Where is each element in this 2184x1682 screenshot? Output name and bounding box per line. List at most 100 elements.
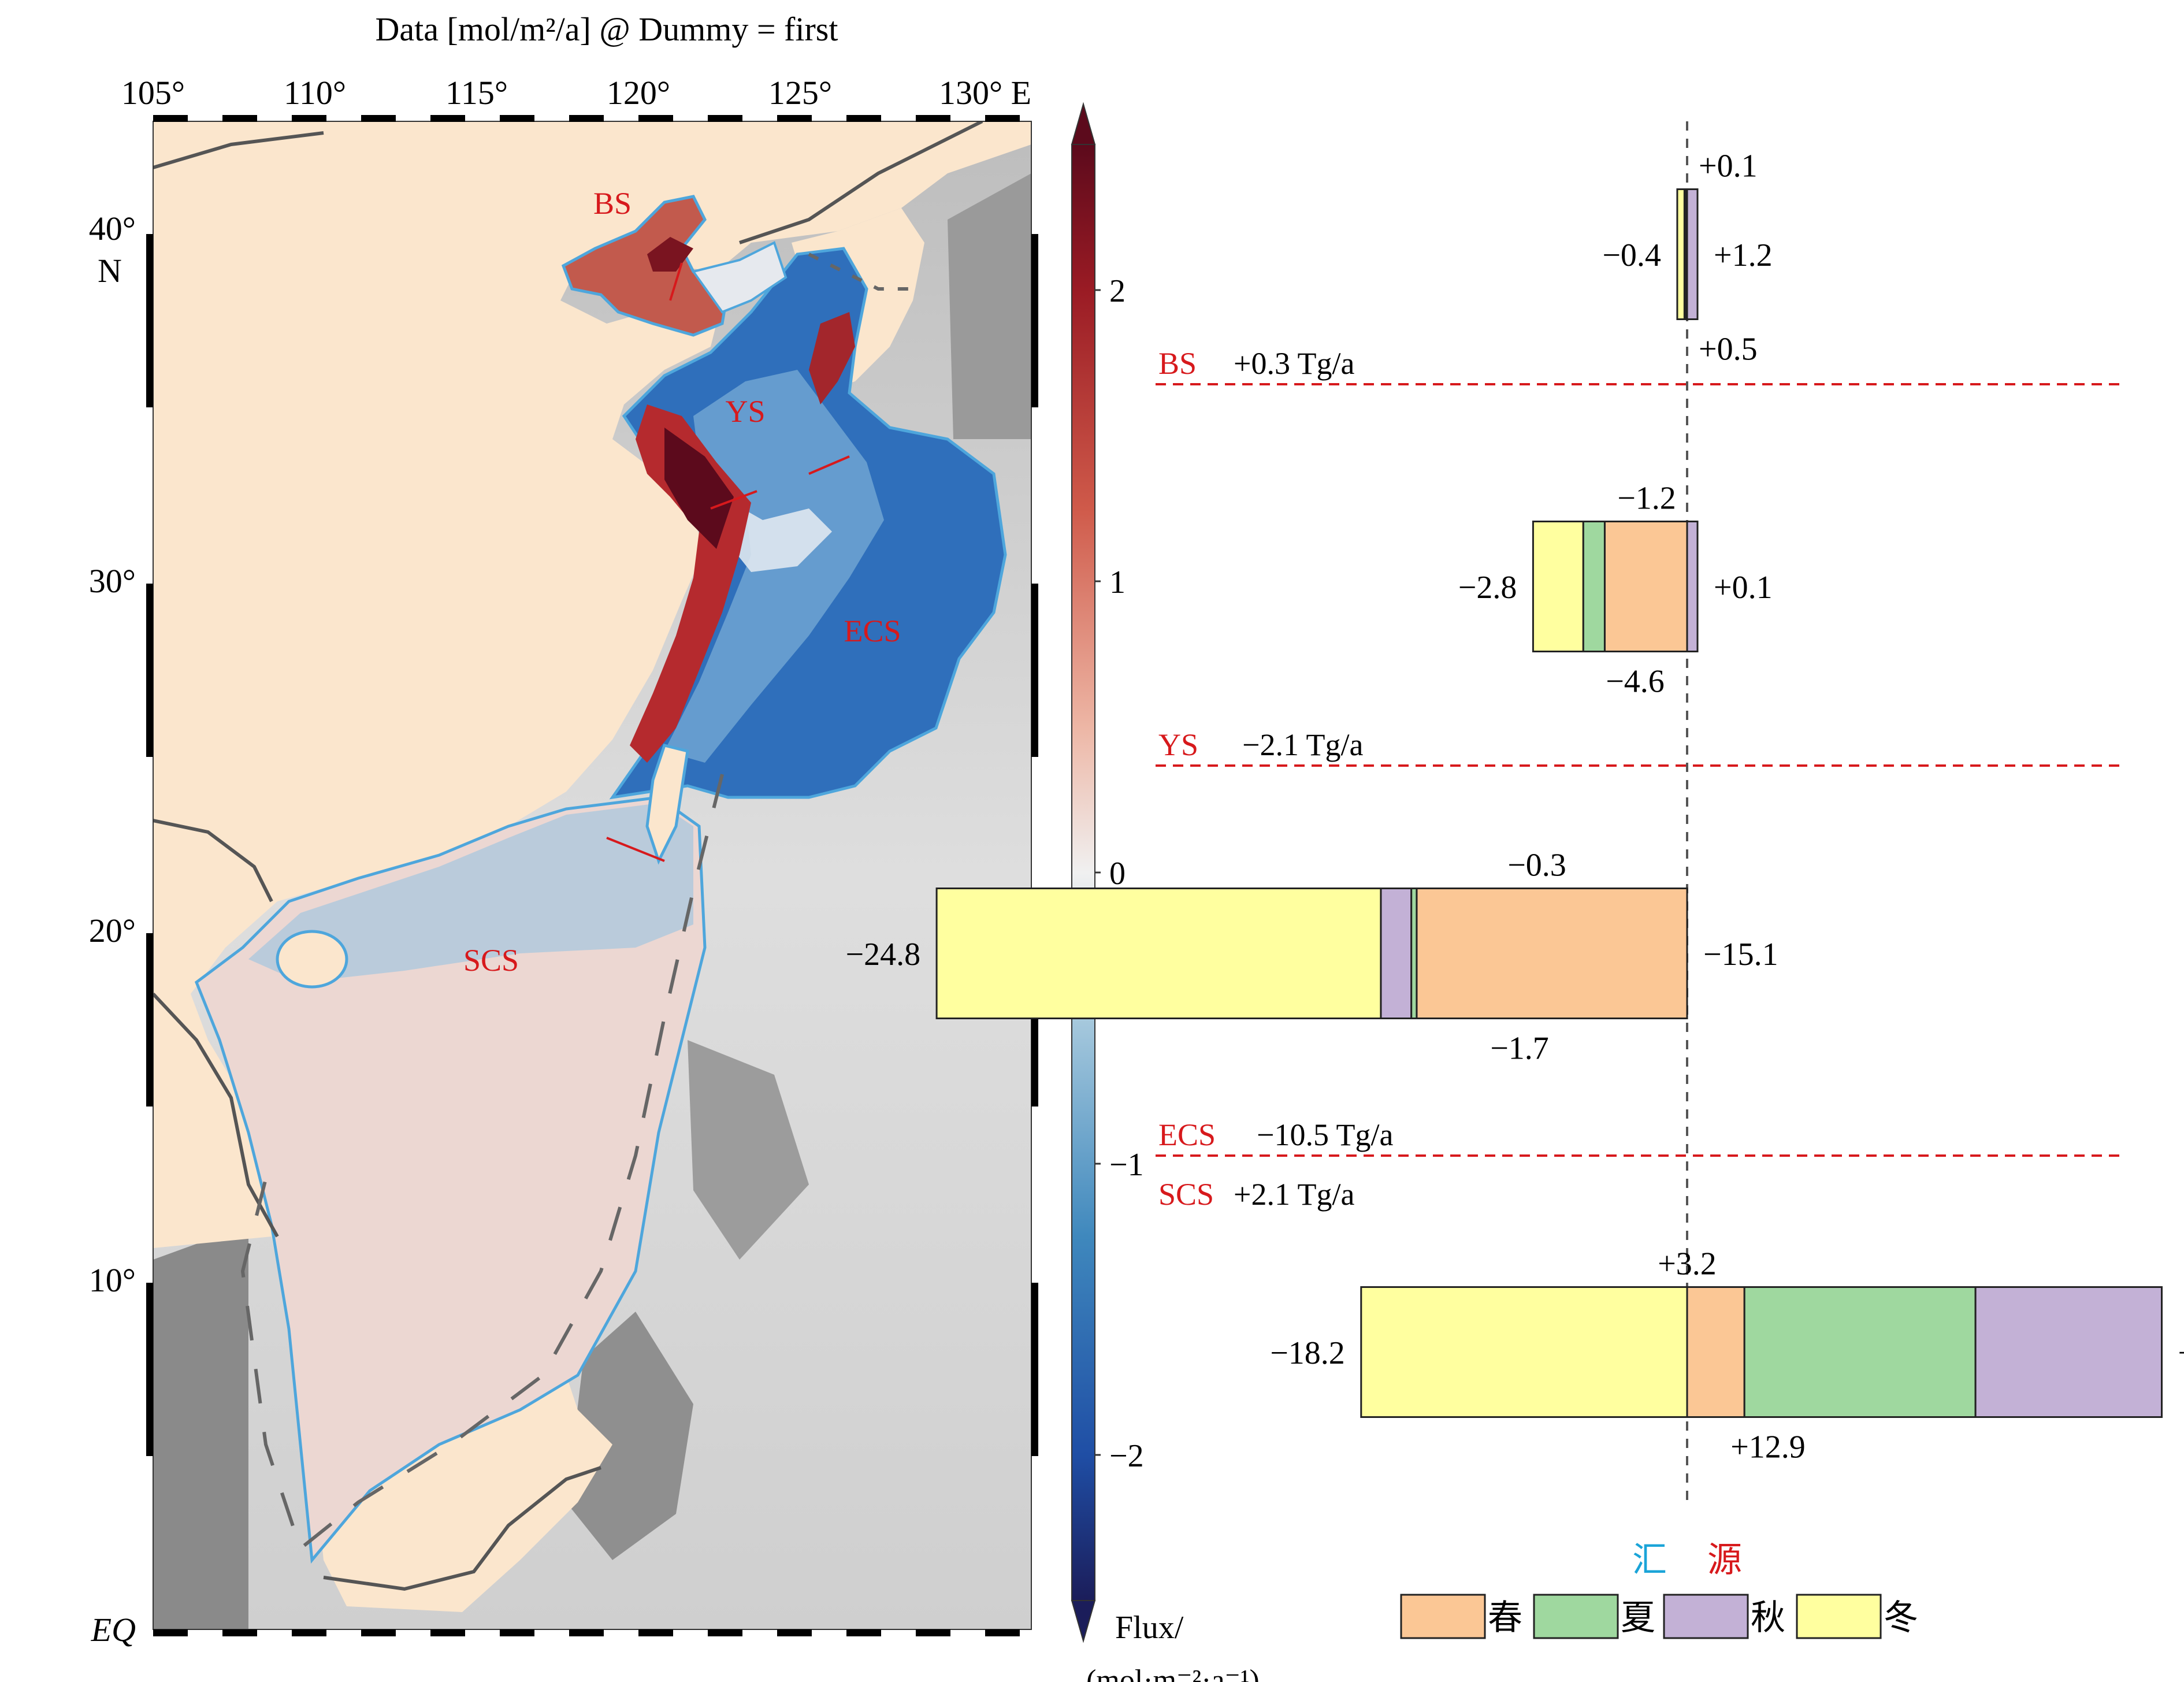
- lat-tick-label: 20°: [89, 912, 136, 949]
- bar-segment-summer: [1743, 1286, 1977, 1418]
- lon-tick-label: 105°: [121, 74, 185, 112]
- lon-tick-label: 130° E: [939, 74, 1031, 112]
- lat-tick-label: 40°: [89, 210, 136, 247]
- colorbar-tick-label: 0: [1109, 856, 1126, 892]
- bar-segment-autumn: [1974, 1286, 2163, 1418]
- bar-label-top: +3.2: [1658, 1246, 1717, 1282]
- bar-label-left: −0.4: [1602, 237, 1661, 273]
- separator-region: BS: [1158, 346, 1197, 381]
- colorbar-label: Flux/: [1115, 1610, 1184, 1646]
- bar-label-left: −24.8: [846, 937, 921, 972]
- colorbar-tick-label: 2: [1109, 273, 1126, 309]
- region-label-ys: YS: [725, 394, 765, 429]
- colorbar-top-extend: [1071, 102, 1096, 145]
- bohai-east: [691, 241, 788, 314]
- bar-label-top: +0.1: [1699, 148, 1758, 184]
- bar-label-right: +0.1: [1714, 570, 1773, 606]
- bar-label-right: −15.1: [1703, 937, 1778, 972]
- source-label: 源: [1707, 1541, 1742, 1579]
- ys-ecs-line: [808, 455, 850, 475]
- lon-tick-label: 120°: [607, 74, 670, 112]
- colorbar-tick-label: −2: [1109, 1438, 1144, 1474]
- colorbar-ticks: 2 1 0 −1 −2: [1095, 273, 1144, 1474]
- legend-swatch-autumn: [1663, 1594, 1749, 1639]
- hainan-island: [276, 930, 348, 989]
- dashed-boundary: [808, 253, 913, 291]
- separator-total: +2.1 Tg/a: [1234, 1177, 1354, 1212]
- bar-group-ecs: −24.8 −15.1 −0.3 −1.7: [846, 848, 1778, 1067]
- bar-group-scs: −18.2 +10.4 +3.2 +12.9: [1270, 1246, 2184, 1465]
- region-label-scs: SCS: [463, 943, 519, 978]
- legend-label-summer: 夏: [1621, 1599, 1655, 1637]
- region-separators: BS +0.3 Tg/a YS −2.1 Tg/a ECS −10.5 Tg/a SCS +2…: [1156, 346, 2126, 1212]
- separator-total: −10.5 Tg/a: [1257, 1117, 1393, 1152]
- legend-label-winter: 冬: [1884, 1599, 1918, 1637]
- legend-label-autumn: 秋: [1751, 1599, 1785, 1637]
- colorbar: 2 1 0 −1 −2 Flux/ (mol·m⁻²·a⁻¹): [1071, 102, 1260, 1682]
- seasonal-flux-bars: BS +0.3 Tg/a YS −2.1 Tg/a ECS −10.5 Tg/a SCS +2…: [846, 121, 2184, 1639]
- lon-tick-label: 115°: [445, 74, 508, 112]
- korea-west-source: [809, 312, 855, 404]
- country-border: [153, 992, 279, 1238]
- jiangsu-shoal-source: [664, 428, 734, 549]
- separator-region: ECS: [1158, 1117, 1216, 1152]
- bar-group-ys: −2.8 +0.1 −1.2 −4.6: [1458, 481, 1773, 700]
- legend-swatch-spring: [1400, 1594, 1486, 1639]
- country-border: [153, 819, 273, 903]
- latitude-ticks: 40° 30° 20° 10° EQ N: [89, 210, 136, 1648]
- bs-boundary-line: [669, 262, 683, 301]
- sink-label: 汇: [1632, 1541, 1667, 1579]
- colorbar-unit: (mol·m⁻²·a⁻¹): [1086, 1664, 1260, 1682]
- taiwan-strait-line: [606, 837, 665, 862]
- bar-group-bs: −0.4 +1.2 +0.1 +0.5: [1602, 148, 1772, 367]
- separator-total: −2.1 Tg/a: [1242, 727, 1363, 762]
- region-label-ecs: ECS: [844, 614, 901, 648]
- bar-label-right: +1.2: [1714, 237, 1773, 273]
- scs-ocean: [194, 796, 707, 1564]
- bar-label-bottom: +12.9: [1730, 1429, 1806, 1465]
- lat-tick-label: EQ: [91, 1611, 136, 1648]
- lat-tick-label: 30°: [89, 562, 136, 600]
- scs-north-band: [248, 803, 693, 982]
- lat-tick-label: 10°: [89, 1261, 136, 1299]
- taiwan-island: [645, 744, 689, 865]
- colorbar-bottom-extend: [1071, 1600, 1096, 1643]
- bar-segment-summer: [1582, 521, 1606, 652]
- borneo-land: [566, 1312, 693, 1560]
- map-title: Data [mol/m²/a] @ Dummy = first: [376, 10, 838, 48]
- colorbar-tick-label: 1: [1109, 565, 1126, 600]
- region-labels: BS YS ECS SCS: [463, 186, 901, 978]
- bar-segment-spring: [1416, 888, 1688, 1019]
- bar-segment-spring: [1603, 521, 1688, 652]
- flux-map: [153, 121, 1031, 1629]
- lon-tick-label: 125°: [768, 74, 832, 112]
- japan-land: [948, 173, 1031, 439]
- separator-region: YS: [1158, 727, 1198, 762]
- legend-label-spring: 春: [1488, 1599, 1522, 1637]
- separator-total: +0.3 Tg/a: [1234, 346, 1354, 381]
- bar-segment-winter: [1676, 188, 1685, 320]
- separator-region: SCS: [1158, 1177, 1214, 1212]
- country-border: [323, 1466, 601, 1591]
- lat-unit-label: N: [98, 252, 122, 289]
- bar-label-right: +10.4: [2178, 1335, 2184, 1371]
- bar-label-bottom: +0.5: [1699, 332, 1758, 367]
- bar-label-bottom: −4.6: [1606, 664, 1665, 700]
- season-legend: 春夏秋冬: [1400, 1594, 1918, 1639]
- lon-tick-label: 110°: [284, 74, 346, 112]
- bar-label-top: −1.2: [1617, 481, 1676, 517]
- bar-segment-autumn: [1686, 521, 1699, 652]
- colorbar-tick-label: −1: [1109, 1147, 1144, 1183]
- bar-label-bottom: −1.7: [1490, 1031, 1549, 1067]
- bar-segment-winter: [935, 888, 1382, 1019]
- longitude-ticks: 105° 110° 115° 120° 125° 130° E: [121, 74, 1031, 112]
- legend-swatch-summer: [1533, 1594, 1619, 1639]
- region-label-bs: BS: [593, 186, 632, 221]
- bar-segment-autumn: [1380, 888, 1413, 1019]
- bar-label-left: −2.8: [1458, 570, 1517, 606]
- bar-segment-winter: [1360, 1286, 1688, 1418]
- legend-swatch-winter: [1796, 1594, 1882, 1639]
- country-border: [739, 121, 983, 244]
- colorbar-ramp: [1071, 144, 1095, 1601]
